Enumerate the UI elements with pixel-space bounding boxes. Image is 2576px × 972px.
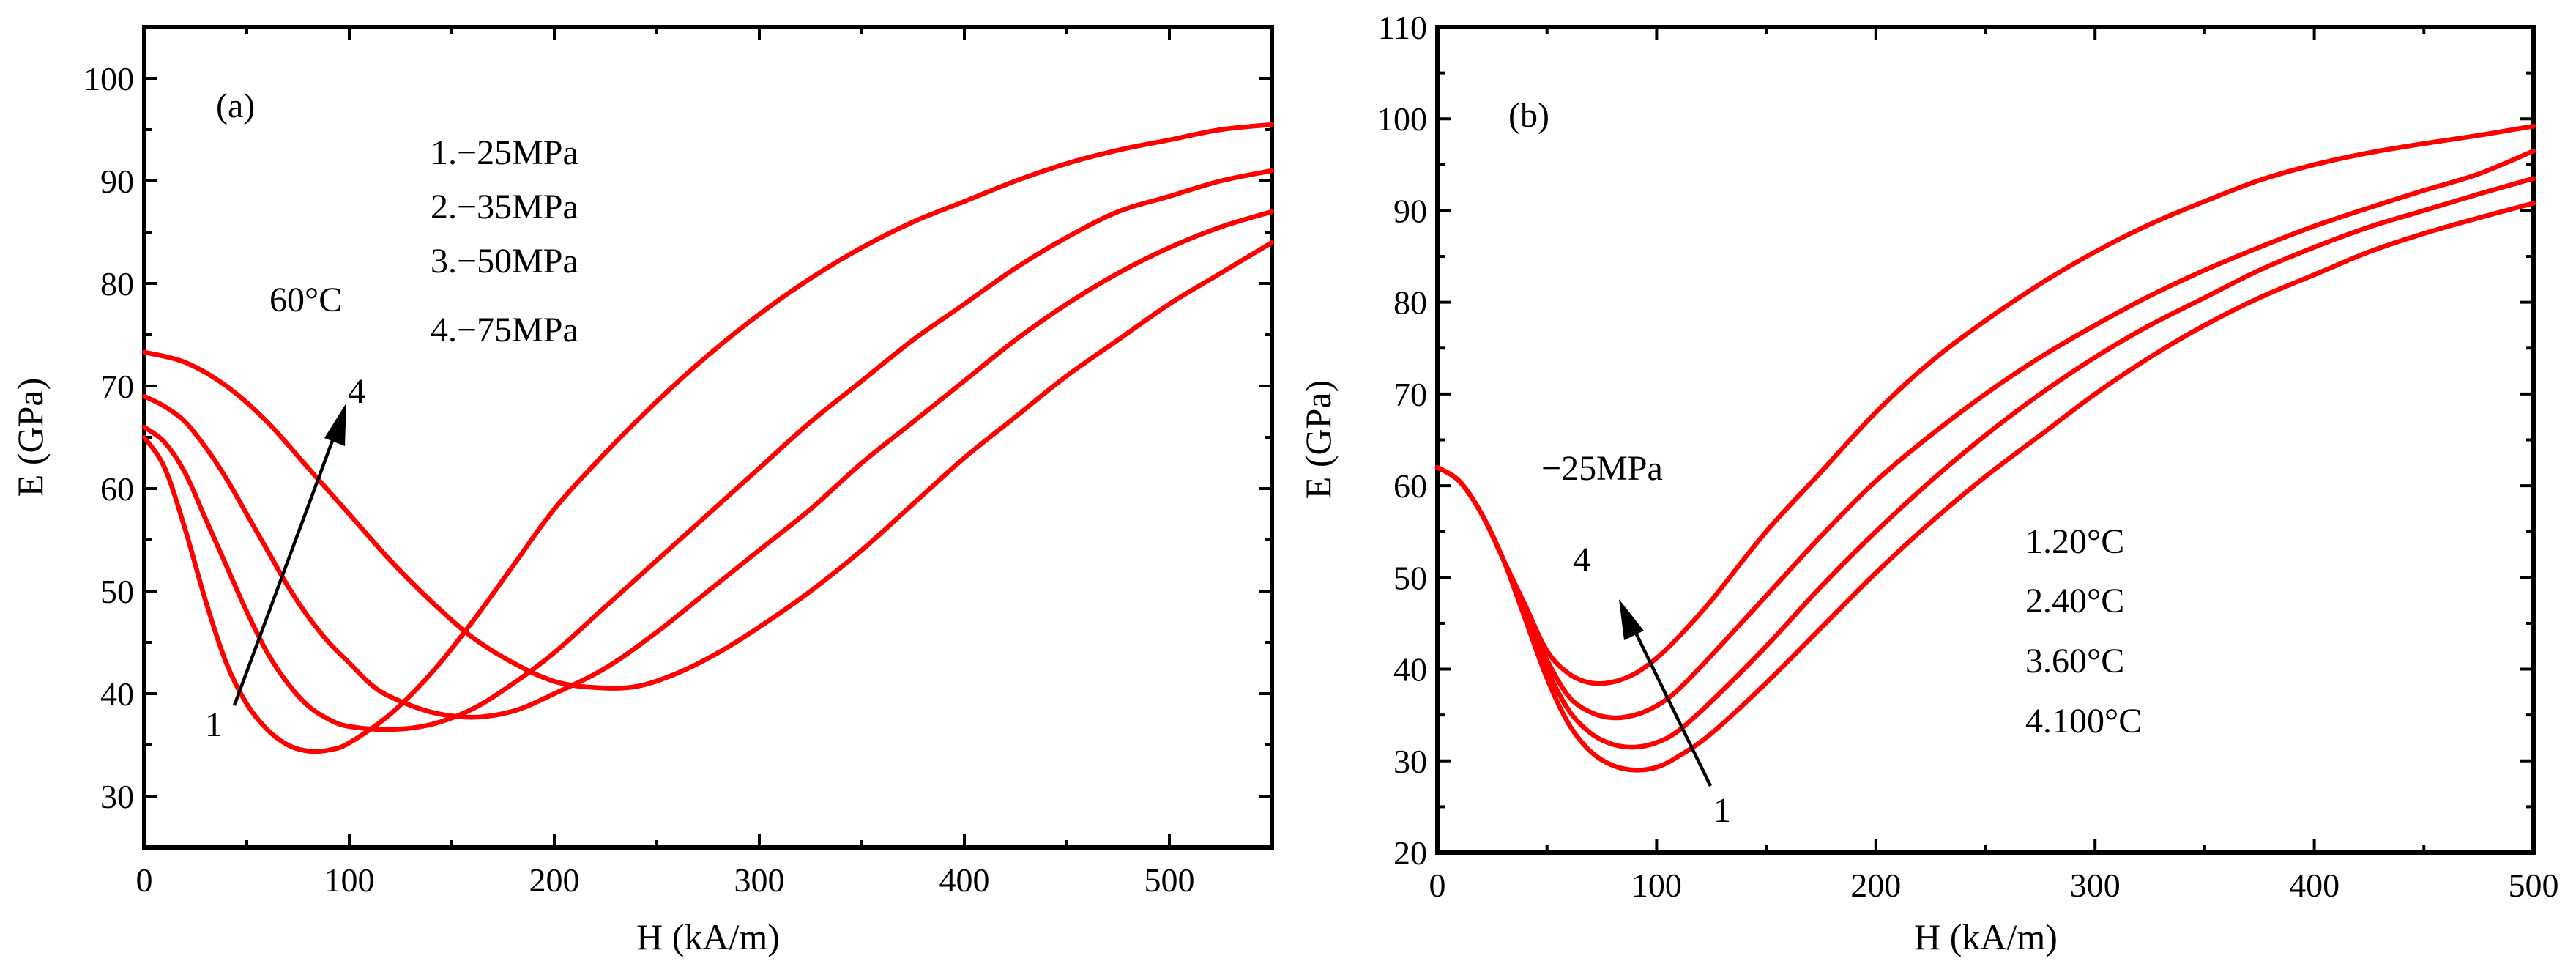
x-tick-label: 200 — [529, 861, 580, 899]
panel-label-b: (b) — [1508, 96, 1549, 135]
series-line-b-1 — [1434, 201, 2536, 773]
legend-entry-b-1: 1.20°C — [2025, 522, 2124, 561]
x-tick-labels-a: 0 100 200 300 400 500 — [136, 861, 1195, 899]
tick-marks-b — [1436, 26, 2535, 854]
y-tick-label: 30 — [100, 778, 134, 815]
legend-entry-a-2: 2.−35MPa — [431, 188, 578, 226]
x-tick-label: 100 — [324, 861, 375, 899]
series-line-a-1 — [141, 122, 1275, 754]
x-axis-title-a: H (kA/m) — [636, 916, 780, 957]
curves-a — [141, 122, 1275, 754]
y-tick-label: 100 — [83, 60, 134, 97]
y-tick-label: 60 — [100, 470, 134, 508]
y-tick-label: 30 — [1393, 743, 1427, 780]
y-tick-label: 100 — [1377, 100, 1427, 138]
trend-arrowhead-b — [1619, 599, 1644, 640]
x-tick-label: 500 — [1144, 861, 1195, 899]
y-tick-label: 60 — [1393, 467, 1427, 505]
x-tick-label: 200 — [1850, 867, 1901, 904]
legend-entry-b-3: 3.60°C — [2025, 642, 2124, 680]
temperature-label-a: 60°C — [269, 281, 342, 319]
plot-frame-a — [142, 25, 1274, 850]
series-line-b-2 — [1434, 176, 2536, 750]
y-tick-label: 110 — [1378, 9, 1427, 46]
x-tick-label: 100 — [1631, 867, 1682, 904]
trend-arrowhead-a — [324, 403, 346, 446]
trend-arrow-b — [1632, 629, 1713, 787]
tick-marks-a — [143, 26, 1273, 849]
curves-b — [1434, 123, 2536, 773]
y-tick-label: 90 — [100, 163, 134, 200]
legend-entry-a-1: 1.−25MPa — [431, 133, 578, 172]
arrow-end-label-a: 4 — [348, 372, 365, 411]
panel-label-a: (a) — [216, 86, 255, 125]
y-tick-label: 50 — [100, 573, 134, 610]
series-line-b-3 — [1434, 148, 2536, 721]
trend-arrow-a — [232, 430, 338, 706]
y-tick-label: 40 — [100, 675, 134, 713]
legend-entry-a-4: 4.−75MPa — [431, 311, 578, 349]
y-axis-title-b: E (GPa) — [1298, 380, 1339, 499]
x-tick-label: 400 — [2289, 867, 2339, 904]
x-tick-label: 0 — [1429, 867, 1446, 904]
stress-label-b: −25MPa — [1541, 449, 1663, 488]
legend-entry-b-2: 2.40°C — [2025, 582, 2124, 620]
arrow-start-label-b: 1 — [1713, 791, 1731, 830]
arrow-start-label-a: 1 — [205, 705, 223, 744]
y-tick-labels-a: 30 40 50 60 70 80 90 100 — [83, 60, 134, 815]
chart-panel-a: 0 100 200 300 400 500 30 40 50 60 70 80 90 100 H (kA… — [10, 25, 1275, 957]
x-tick-label: 300 — [2070, 867, 2121, 904]
x-tick-label: 300 — [734, 861, 785, 899]
x-tick-label: 500 — [2509, 867, 2559, 904]
y-tick-label: 80 — [1393, 284, 1427, 322]
y-tick-label: 50 — [1393, 559, 1427, 596]
y-tick-label: 40 — [1393, 651, 1427, 689]
y-tick-label: 80 — [100, 265, 134, 303]
chart-panel-b: 0 100 200 300 400 500 2030405060708090100110 … — [1298, 9, 2559, 957]
legend-entry-b-4: 4.100°C — [2025, 702, 2142, 741]
series-line-a-2 — [141, 168, 1275, 732]
x-tick-label: 400 — [939, 861, 990, 899]
y-tick-label: 90 — [1393, 192, 1427, 229]
x-tick-label: 0 — [136, 861, 153, 899]
x-axis-title-b: H (kA/m) — [1914, 916, 2058, 957]
legend-entry-a-3: 3.−50MPa — [431, 242, 578, 281]
series-line-a-4 — [141, 240, 1275, 691]
series-line-a-3 — [141, 209, 1275, 720]
y-tick-label: 70 — [100, 368, 134, 405]
series-line-b-4 — [1434, 123, 2536, 686]
y-axis-title-a: E (GPa) — [10, 378, 51, 497]
y-tick-label: 20 — [1393, 834, 1427, 872]
y-tick-labels-b: 20 30 40 50 60 70 80 90 100 110 — [1377, 9, 1427, 872]
x-tick-labels-b: 0 100 200 300 400 500 — [1429, 867, 2559, 904]
y-tick-label: 70 — [1393, 376, 1427, 413]
arrow-end-label-b: 4 — [1573, 541, 1590, 579]
